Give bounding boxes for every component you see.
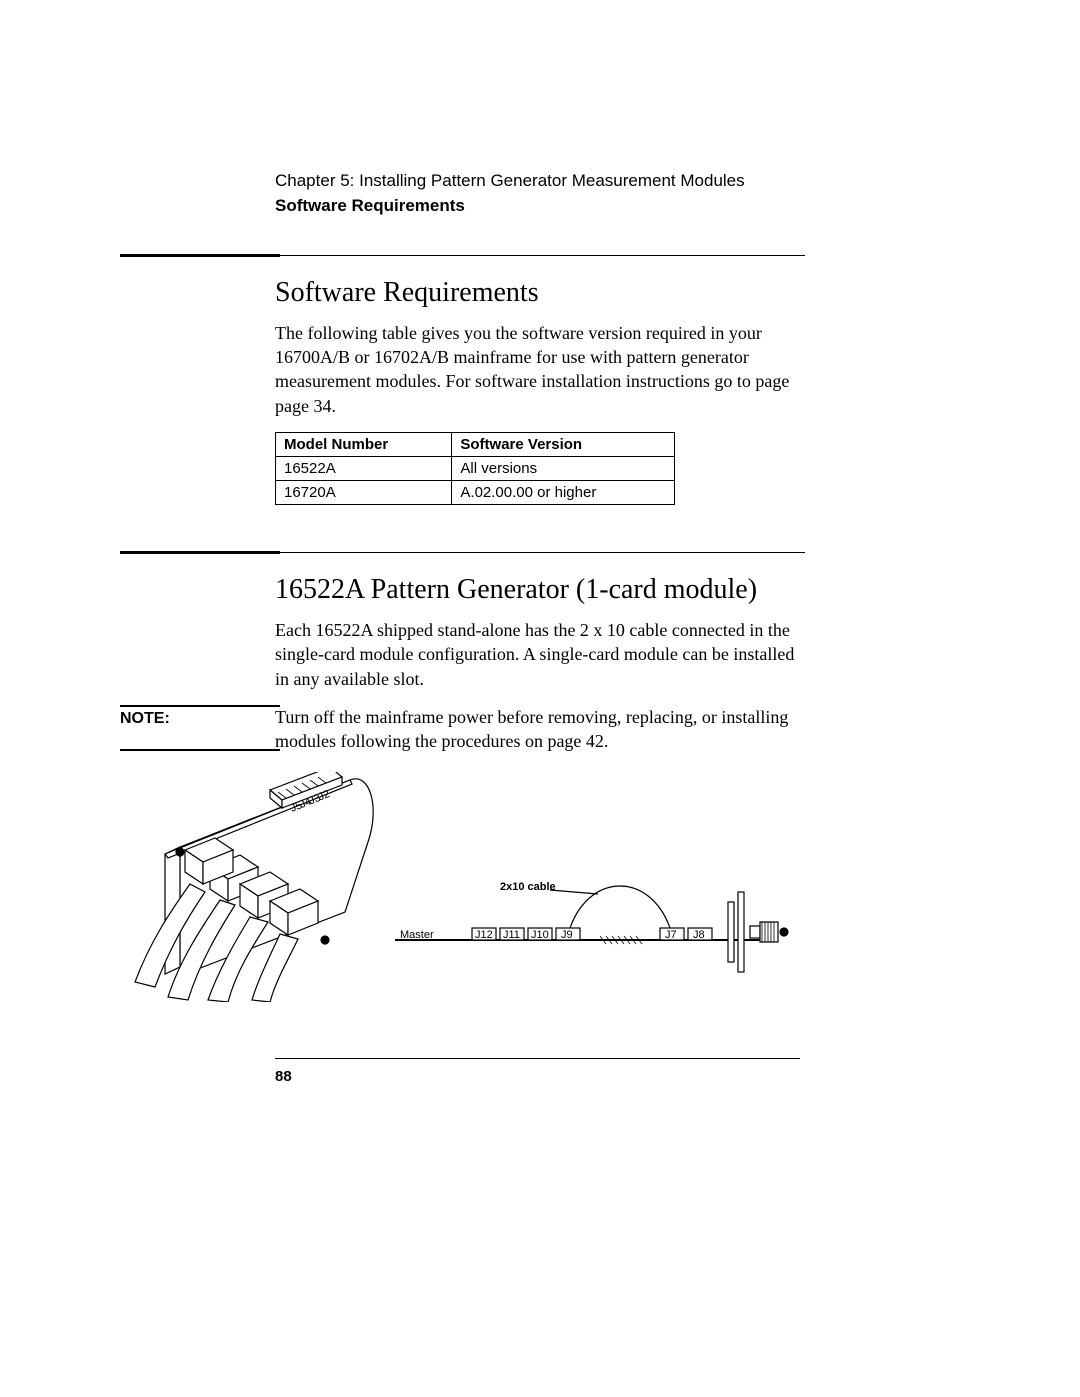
connector-label: J8 xyxy=(693,929,705,941)
section1-para1: The following table gives you the softwa… xyxy=(275,321,805,418)
table-header-row: Model Number Software Version xyxy=(276,433,675,457)
connector-label: J9 xyxy=(561,929,573,941)
note-label: NOTE: xyxy=(120,707,280,731)
section2-para1: Each 16522A shipped stand-alone has the … xyxy=(275,618,805,691)
cable-label: 2x10 cable xyxy=(500,881,556,893)
section1-heading: Software Requirements xyxy=(275,277,1080,309)
cell-version: A.02.00.00 or higher xyxy=(452,481,675,505)
cell-model: 16522A xyxy=(276,457,452,481)
module-figure: J5 J4 J3 J2 xyxy=(120,772,800,1007)
cell-model: 16720A xyxy=(276,481,452,505)
table-row: 16522A All versions xyxy=(276,457,675,481)
section-rule-1 xyxy=(0,254,1080,257)
header-subheading: Software Requirements xyxy=(275,195,805,218)
chapter-line: Chapter 5: Installing Pattern Generator … xyxy=(275,170,805,193)
col-model-number: Model Number xyxy=(276,433,452,457)
page-number: 88 xyxy=(275,1068,292,1085)
software-table: Model Number Software Version 16522A All… xyxy=(275,432,675,505)
section2-heading: 16522A Pattern Generator (1-card module) xyxy=(275,574,1080,606)
note-text: Turn off the mainframe power before remo… xyxy=(275,705,795,754)
master-label: Master xyxy=(400,929,434,941)
table-row: 16720A A.02.00.00 or higher xyxy=(276,481,675,505)
connector-label: J7 xyxy=(665,929,677,941)
note-bottom-bar xyxy=(120,749,280,751)
connector-label: J11 xyxy=(503,929,520,941)
col-software-version: Software Version xyxy=(452,433,675,457)
section-rule-2 xyxy=(0,551,1080,554)
connector-label: J12 xyxy=(475,929,493,941)
connector-label: J10 xyxy=(531,929,549,941)
footer-rule xyxy=(275,1058,800,1059)
cell-version: All versions xyxy=(452,457,675,481)
